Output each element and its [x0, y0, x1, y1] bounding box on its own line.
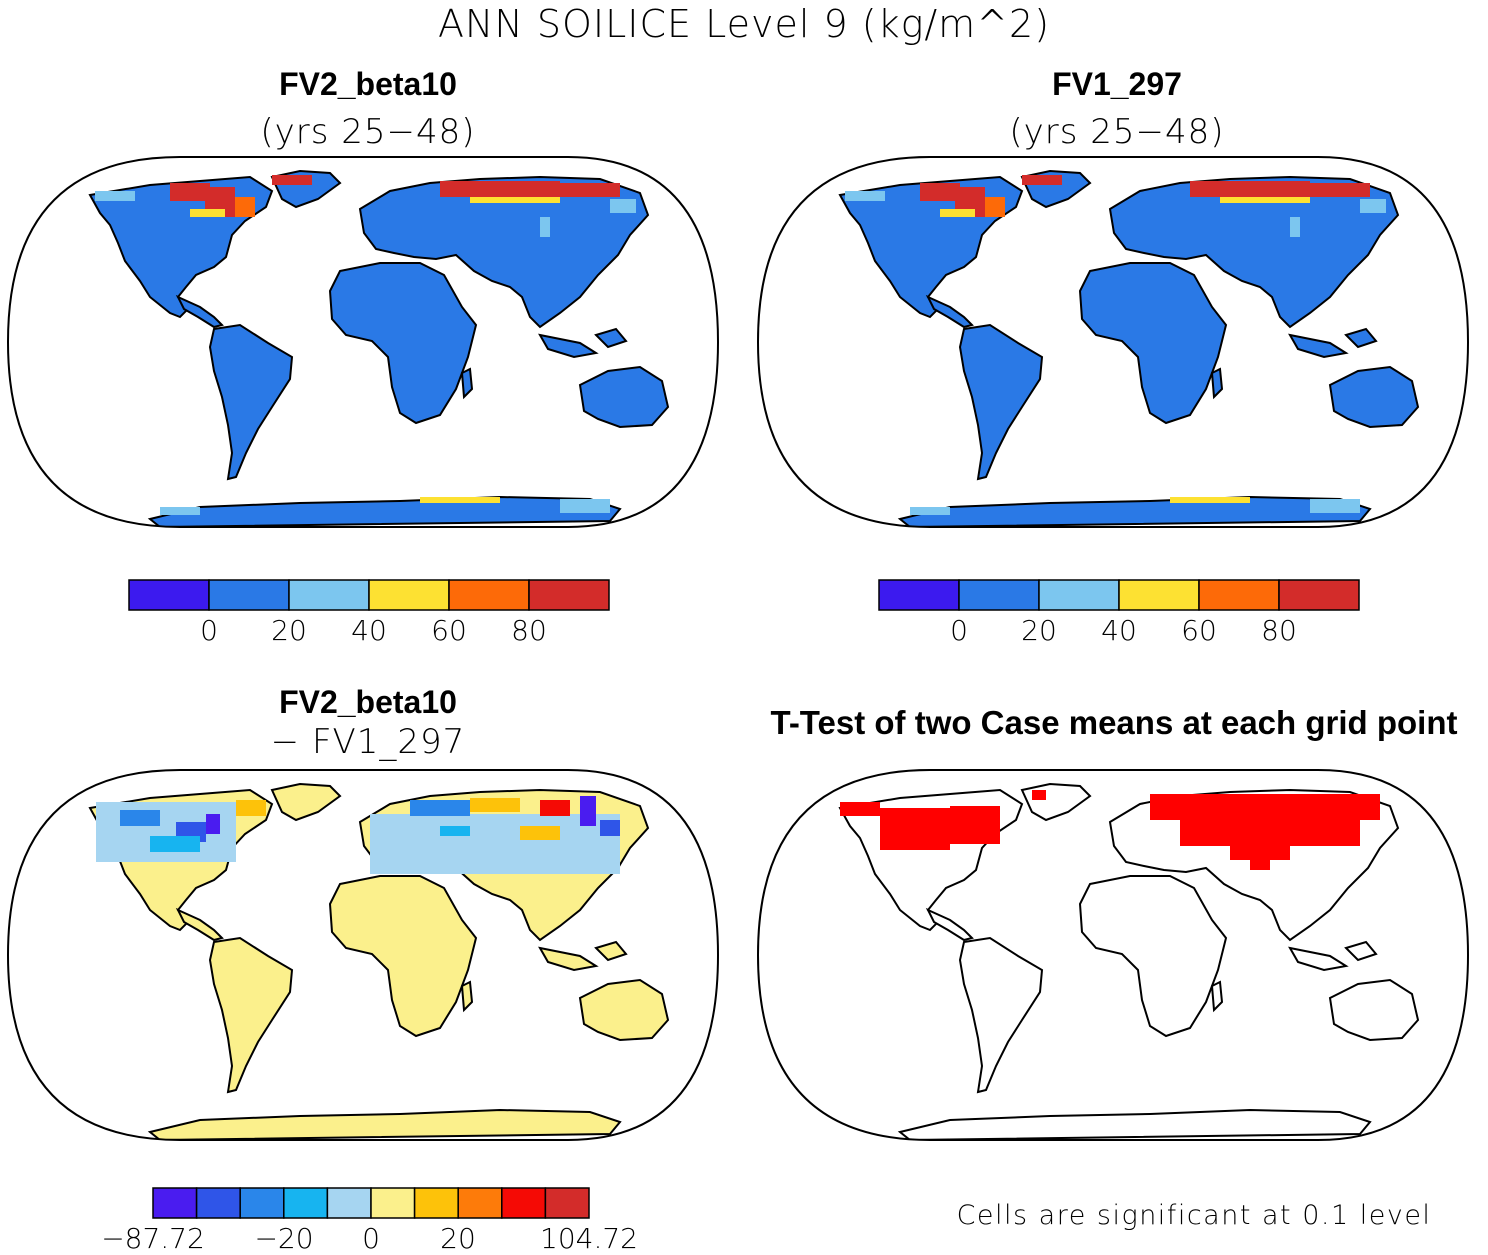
colorbar-box	[448, 579, 530, 611]
cb3-tick: −20	[254, 1222, 314, 1255]
land-panel-2	[839, 170, 1419, 527]
cb3-tick: 104.72	[540, 1222, 638, 1255]
cb2-tick: 20	[1021, 614, 1057, 647]
colorbar-box	[501, 1187, 547, 1219]
colorbar-1	[128, 579, 610, 611]
panel1-title: FV2_beta10	[279, 66, 457, 102]
colorbar-box	[878, 579, 960, 611]
colorbar-box	[239, 1187, 285, 1219]
panel3-title: FV2_beta10	[279, 684, 457, 720]
map-panel-1	[6, 156, 720, 528]
significance-note: Cells are significant at 0.1 level	[956, 1200, 1432, 1231]
cb1-tick: 80	[511, 614, 547, 647]
colorbar-box	[1118, 579, 1200, 611]
colorbar-box	[544, 1187, 590, 1219]
colorbar-3	[152, 1187, 590, 1219]
land-panel-1	[89, 170, 669, 527]
panel1-subtitle: (yrs 25−48)	[260, 112, 476, 152]
cb3-tick: 20	[440, 1222, 476, 1255]
panel3-subtitle: − FV1_297	[270, 722, 466, 762]
map-panel-2	[756, 156, 1470, 528]
cb2-tick: 40	[1101, 614, 1137, 647]
cb2-tick: 0	[950, 614, 968, 647]
map-panel-3	[6, 769, 720, 1141]
map-border-3	[6, 769, 720, 1141]
cb3-tick: 0	[362, 1222, 380, 1255]
panel4-title: T-Test of two Case means at each grid po…	[770, 704, 1458, 741]
colorbar-box	[195, 1187, 241, 1219]
colorbar-box	[528, 579, 610, 611]
map-panel-4	[756, 769, 1470, 1141]
colorbar-box	[283, 1187, 329, 1219]
colorbar-box	[326, 1187, 372, 1219]
cb1-tick: 0	[200, 614, 218, 647]
cb1-tick: 60	[431, 614, 467, 647]
cb2-tick: 60	[1181, 614, 1217, 647]
colorbar-box	[413, 1187, 459, 1219]
colorbar-box	[208, 579, 290, 611]
panel2-subtitle: (yrs 25−48)	[1009, 112, 1225, 152]
colorbar-2	[878, 579, 1360, 611]
colorbar-box	[958, 579, 1040, 611]
colorbar-box	[1278, 579, 1360, 611]
cb2-tick: 80	[1261, 614, 1297, 647]
colorbar-box	[288, 579, 370, 611]
colorbar-box	[152, 1187, 198, 1219]
cb3-tick: −87.72	[101, 1222, 205, 1255]
colorbar-box	[457, 1187, 503, 1219]
figure-title: ANN SOILICE Level 9 (kg/m^2)	[437, 2, 1051, 46]
cb1-tick: 40	[351, 614, 387, 647]
colorbar-box	[370, 1187, 416, 1219]
map-border-1	[6, 156, 720, 528]
colorbar-box	[368, 579, 450, 611]
panel2-title: FV1_297	[1052, 66, 1182, 102]
map-border-2	[756, 156, 1470, 528]
colorbar-box	[1198, 579, 1280, 611]
colorbar-box	[1038, 579, 1120, 611]
map-border-4	[756, 769, 1470, 1141]
colorbar-box	[128, 579, 210, 611]
cb1-tick: 20	[271, 614, 307, 647]
